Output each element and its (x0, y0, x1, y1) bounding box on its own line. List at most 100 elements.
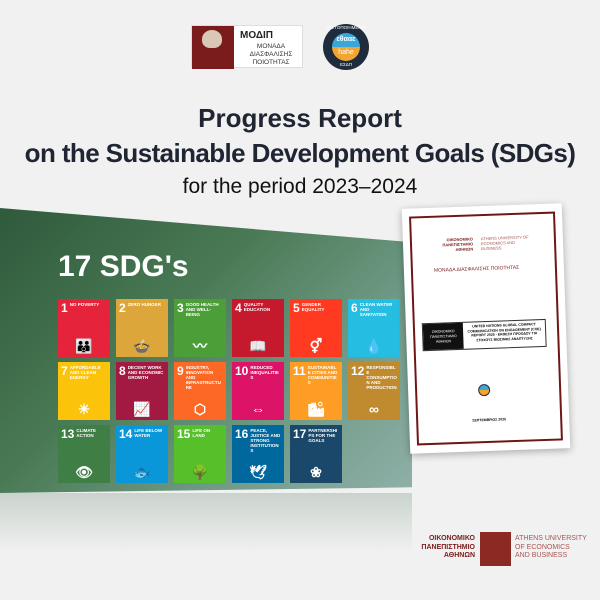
aueb-english-name: ATHENS UNIVERSITY OF ECONOMICS AND BUSINES… (515, 535, 587, 559)
sdg-label: ZERO HUNGER (127, 302, 161, 307)
sdg-tile-9: 9 INDUSTRY, INNOVATION AND INFRASTRUCTURE… (174, 362, 226, 420)
hahe-accreditation-badge: ΠΙΣΤΟΠΟΙΗΜΕΝΟ εθααε hahe ΕΣΔΠ (323, 24, 369, 70)
sdg-label: PEACE, JUSTICE AND STRONG INSTITUTIONS (250, 428, 281, 453)
sdg-11-icon: 🏙 (307, 401, 325, 417)
sdg-7-icon: ☀ (77, 401, 91, 417)
sdg-tile-header: 17 PARTNERSHIPS FOR THE GOALS (293, 427, 339, 444)
sdg-number: 5 (293, 301, 300, 315)
sdg-label: CLIMATE ACTION (76, 428, 97, 438)
sdg-tile-13: 13 CLIMATE ACTION 👁 (58, 425, 110, 483)
sdg-9-icon: ⬡ (193, 401, 207, 417)
sdg-tile-header: 2 ZERO HUNGER (119, 302, 165, 315)
sdg-tile-header: 4 QUALITY EDUCATION (235, 302, 281, 315)
sdg-label: GENDER EQUALITY (301, 302, 325, 312)
sdg-13-icon: 👁 (75, 464, 93, 480)
sdg-number: 6 (351, 301, 358, 315)
sdg-12-icon: ∞ (369, 401, 379, 417)
sdg-tile-header: 6 CLEAN WATER AND SANITATION (351, 301, 397, 318)
sdg-number: 7 (61, 364, 68, 378)
sdg-4-icon: 📖 (249, 338, 267, 354)
report-box-right: UNITED NATIONS GLOBAL COMPACT COMMUNICAT… (467, 322, 541, 342)
modip-name: ΜΟΔΙΠ (240, 30, 274, 41)
sdg-tile-header: 15 LIFE ON LAND (177, 428, 223, 441)
sdg-tile-header: 14 LIFE BELOW WATER (119, 428, 165, 441)
sdg-number: 9 (177, 364, 184, 378)
sdg-number: 3 (177, 301, 184, 315)
sdg-number: 10 (235, 364, 249, 378)
title-line-3: for the period 2023–2024 (182, 175, 418, 198)
sdg-8-icon: 📈 (133, 401, 151, 417)
sdg-label: DECENT WORK AND ECONOMIC GROWTH (127, 365, 164, 380)
sdg-tile-header: 13 CLIMATE ACTION (61, 428, 107, 441)
sdg-1-icon: 👪 (75, 338, 93, 354)
cover-logo-greek: ΟΙΚΟΝΟΜΙΚΟ ΠΑΝΕΠΙΣΤΗΜΙΟ ΑΘΗΝΩΝ (442, 236, 474, 253)
sdg-tile-16: 16 PEACE, JUSTICE AND STRONG INSTITUTIONS… (232, 425, 284, 483)
sdg-number: 8 (119, 364, 126, 378)
hahe-inner: εθααε hahe (332, 33, 360, 61)
report-title-box: ΟΙΚΟΝΟΜΙΚΟ ΠΑΝΕΠΙΣΤΗΜΙΟ ΑΘΗΝΩΝ UNITED NA… (421, 318, 547, 352)
athena-head-icon (202, 30, 222, 48)
modip-subtitle: ΜΟΝΑΔΑ ΔΙΑΣΦΑΛΙΣΗΣ ΠΟΙΟΤΗΤΑΣ (240, 43, 302, 67)
sdg-heading: 17 SDG's (58, 250, 189, 283)
sdg-tile-header: 9 INDUSTRY, INNOVATION AND INFRASTRUCTURE (177, 364, 223, 391)
sdg-number: 17 (293, 427, 307, 441)
sdg-tile-3: 3 GOOD HEALTH AND WELL-BEING 〰 (174, 299, 226, 357)
university-seal (192, 26, 234, 69)
sdg-number: 1 (61, 301, 68, 315)
hahe-ring-bottom: ΕΣΔΠ (339, 62, 353, 67)
report-box-left: ΟΙΚΟΝΟΜΙΚΟ ΠΑΝΕΠΙΣΤΗΜΙΟ ΑΘΗΝΩΝ (422, 322, 464, 351)
aueb-greek-name: ΟΙΚΟΝΟΜΙΚΟ ΠΑΝΕΠΙΣΤΗΜΙΟ ΑΘΗΝΩΝ (421, 535, 475, 559)
hahe-top: εθααε (332, 33, 360, 47)
sdg-number: 13 (61, 427, 75, 441)
sdg-tile-header: 8 DECENT WORK AND ECONOMIC GROWTH (119, 364, 165, 381)
sdg-tile-1: 1 NO POVERTY 👪 (58, 299, 110, 357)
sdg-number: 16 (235, 427, 249, 441)
sdg-tile-10: 10 REDUCED INEQUALITIES ⇔ (232, 362, 284, 420)
sdg-label: RESPONSIBLE CONSUMPTION AND PRODUCTION (366, 365, 397, 390)
sdg-number: 11 (293, 364, 306, 378)
hahe-ring-top: ΠΙΣΤΟΠΟΙΗΜΕΝΟ (326, 25, 366, 30)
modip-subtitle-line: ΠΟΙΟΤΗΤΑΣ (252, 59, 290, 66)
sdg-tile-header: 16 PEACE, JUSTICE AND STRONG INSTITUTIONS (235, 427, 281, 454)
sdg-tile-header: 7 AFFORDABLE AND CLEAN ENERGY (61, 364, 107, 381)
title-line-2: on the Sustainable Development Goals (SD… (24, 138, 576, 168)
sdg-6-icon: 💧 (365, 338, 383, 354)
sdg-label: LIFE BELOW WATER (134, 428, 163, 438)
sdg-tile-header: 12 RESPONSIBLE CONSUMPTION AND PRODUCTION (351, 365, 397, 391)
sdg-label: PARTNERSHIPS FOR THE GOALS (308, 428, 338, 443)
sdg-label: REDUCED INEQUALITIES (250, 365, 279, 380)
sdg-tile-header: 11 SUSTAINABLE CITIES AND COMMUNITIES (293, 364, 339, 386)
sdg-number: 4 (235, 301, 242, 315)
sdg-tile-12: 12 RESPONSIBLE CONSUMPTION AND PRODUCTION… (348, 362, 400, 420)
sdg-number: 15 (177, 427, 191, 441)
sdg-label: LIFE ON LAND (192, 428, 211, 438)
aueb-logo: ΟΙΚΟΝΟΜΙΚΟ ΠΑΝΕΠΙΣΤΗΜΙΟ ΑΘΗΝΩΝ ATHENS UNIV… (405, 530, 587, 570)
sdg-tile-2: 2 ZERO HUNGER 🍲 (116, 299, 168, 357)
sdg-tile-14: 14 LIFE BELOW WATER 🐟 (116, 425, 168, 483)
sdg-tile-4: 4 QUALITY EDUCATION 📖 (232, 299, 284, 357)
sdg-tile-header: 5 GENDER EQUALITY (293, 302, 339, 315)
sdg-label: CLEAN WATER AND SANITATION (359, 302, 393, 317)
report-cover-thumbnail: ΟΙΚΟΝΟΜΙΚΟ ΠΑΝΕΠΙΣΤΗΜΙΟ ΑΘΗΝΩΝ ATHENS UN… (401, 203, 571, 454)
athena-head-icon (480, 532, 511, 566)
sdg-3-icon: 〰 (193, 338, 207, 354)
sdg-label: AFFORDABLE AND CLEAN ENERGY (69, 365, 101, 380)
sdg-17-icon: ❀ (310, 464, 322, 480)
modip-subtitle-line: ΜΟΝΑΔΑ (256, 43, 286, 50)
sdg-15-icon: 🌳 (191, 464, 209, 480)
sdg-label: QUALITY EDUCATION (243, 302, 271, 312)
sdg-number: 14 (119, 427, 133, 441)
modip-logo: ΜΟΔΙΠ ΜΟΝΑΔΑ ΔΙΑΣΦΑΛΙΣΗΣ ΠΟΙΟΤΗΤΑΣ (191, 25, 303, 69)
sdg-14-icon: 🐟 (133, 464, 151, 480)
sdg-tile-11: 11 SUSTAINABLE CITIES AND COMMUNITIES 🏙 (290, 362, 342, 420)
sdg-tile-header: 10 REDUCED INEQUALITIES (235, 364, 281, 381)
sdg-tile-7: 7 AFFORDABLE AND CLEAN ENERGY ☀ (58, 362, 110, 420)
panel-reflection (0, 493, 412, 553)
sdg-5-icon: ⚥ (309, 338, 323, 354)
sdg-number: 2 (119, 301, 126, 315)
sdg-label: SUSTAINABLE CITIES AND COMMUNITIES (307, 365, 338, 385)
sdg-tile-6: 6 CLEAN WATER AND SANITATION 💧 (348, 299, 400, 357)
modip-subtitle-line: ΔΙΑΣΦΑΛΙΣΗΣ (249, 51, 293, 58)
sdg-label: INDUSTRY, INNOVATION AND INFRASTRUCTURE (185, 365, 221, 390)
sdg-16-icon: 🕊 (249, 464, 267, 480)
